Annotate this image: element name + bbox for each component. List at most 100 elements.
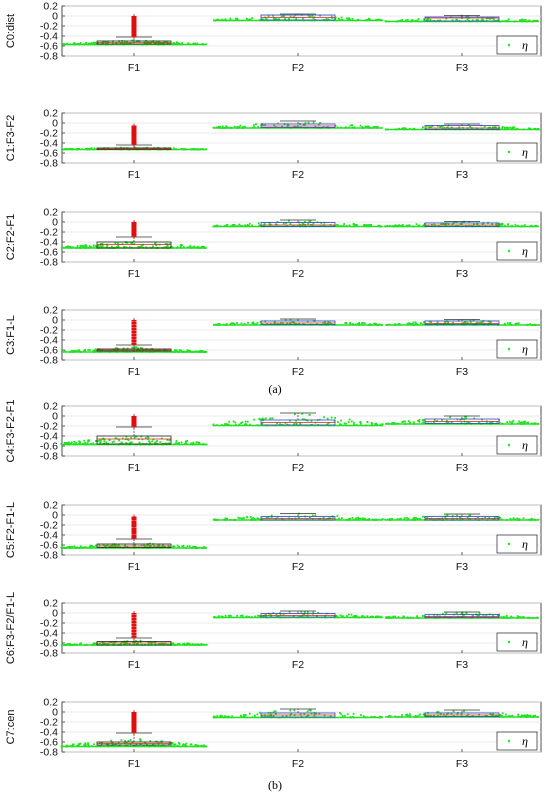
data-point [141,147,144,150]
data-point [244,714,247,716]
outlier-marker: + [131,338,138,347]
outlier-marker: + [131,709,138,718]
data-point [85,41,87,44]
y-tick-label: -0.2 [40,520,58,532]
data-point [349,322,352,325]
data-point [265,18,268,21]
data-point [422,713,425,716]
data-point [171,742,174,745]
data-point [111,741,114,744]
data-point [352,421,355,424]
data-point [524,714,526,717]
outlier-marker: + [131,126,138,135]
data-point [195,441,198,444]
legend-label: η [522,537,528,551]
data-point [165,349,168,352]
data-point [261,422,263,425]
outlier-marker: + [131,19,138,28]
data-point [221,18,224,21]
outlier-marker: + [131,514,138,523]
data-point [317,611,319,614]
data-point [264,613,267,616]
outlier-marker: + [131,337,138,346]
outlier-marker: + [131,225,138,234]
outlier-marker: + [131,219,138,228]
data-point [418,420,421,423]
x-tick-label: F2 [292,268,304,280]
data-point [417,224,420,227]
data-point [154,641,157,643]
data-point [312,17,315,20]
data-point [327,18,330,21]
data-point [246,420,249,423]
outlier-marker: + [131,413,138,422]
data-point [289,15,292,18]
data-point [366,224,369,227]
data-point [447,320,449,323]
data-point [265,615,267,617]
data-point [176,42,179,44]
data-point [271,417,274,420]
data-point [241,421,244,424]
outlier-marker: + [131,229,138,238]
data-point [358,323,361,326]
data-point [257,614,259,617]
outlier-marker: + [131,14,138,23]
outliers-F1: ++++++++++++++++++++++++++++++++++++++++… [131,609,138,642]
data-point [192,441,195,444]
data-point [318,518,320,521]
data-point [132,544,135,546]
data-point [409,714,412,717]
data-point [111,441,114,444]
data-point [78,743,81,746]
outlier-marker: + [131,525,138,534]
data-point [340,16,343,19]
data-point [88,439,91,442]
data-point [509,517,512,520]
outlier-marker: + [131,720,138,729]
data-point [445,612,448,614]
data-point [376,125,379,128]
outlier-marker: + [131,319,138,328]
outlier-marker: + [131,19,138,28]
data-point [463,710,465,712]
outlier-marker: + [131,708,138,717]
data-point [449,416,451,419]
data-point [131,346,134,349]
legend-box [496,435,538,455]
data-point [239,124,242,127]
y-tick-label: -0.4 [40,727,58,739]
data-point [456,127,458,130]
data-point [288,18,290,20]
data-point [427,714,430,717]
outlier-marker: + [131,335,138,344]
y-tick-label: -0.8 [40,257,58,269]
data-point [125,241,128,244]
outlier-marker: + [131,129,138,138]
data-point [320,222,323,224]
data-point [336,223,338,226]
data-point [248,423,251,426]
subplot-3: 0.20-0.2-0.4-0.6-0.8C3:F1-LF1+++++++++++… [5,305,542,378]
data-point [385,616,388,618]
outlier-marker: + [131,531,138,540]
data-point [127,740,130,742]
data-point [404,127,407,130]
data-point [272,711,275,714]
data-point [322,516,325,519]
data-point [492,18,495,21]
data-point [456,418,459,421]
data-point [157,40,160,43]
data-point [188,545,191,548]
data-point [351,124,354,126]
data-point [323,224,326,227]
data-point [152,438,155,441]
data-point [186,440,189,442]
outliers-F1: ++++++++++++++++++++++++++++++++++++++++… [131,122,138,150]
outlier-marker: + [131,616,138,625]
data-point [456,514,459,517]
legend-box [496,731,538,751]
data-point [130,242,133,244]
outlier-marker: + [131,625,138,634]
